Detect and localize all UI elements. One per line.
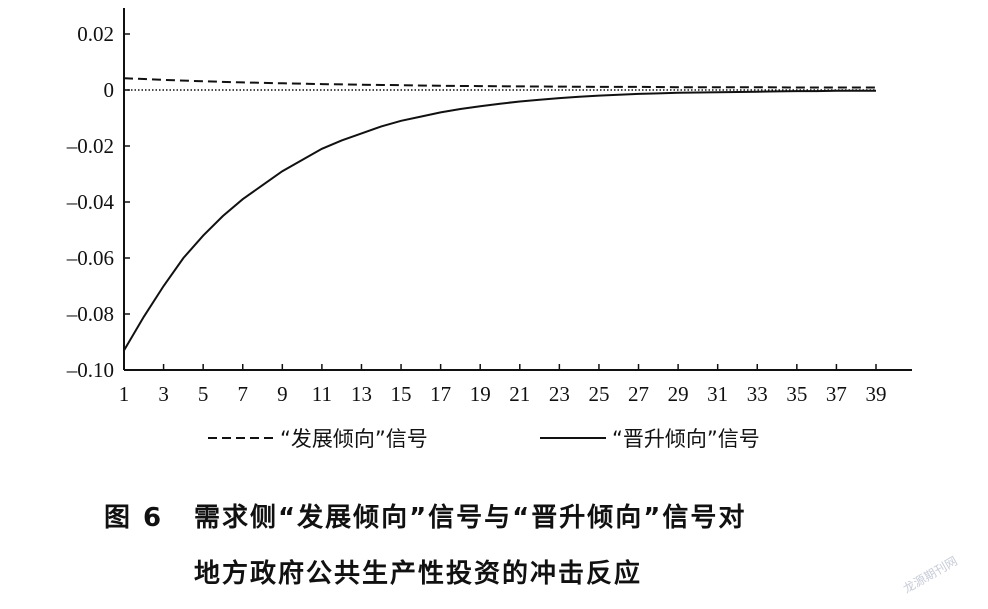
x-tick-label: 11 [312,382,332,406]
legend: “发展倾向”信号 “晋升倾向”信号 [208,427,760,451]
x-tick-label: 9 [277,382,288,406]
development-signal-line [123,77,876,89]
x-tick-label: 21 [509,382,530,406]
figure-number: 图 6 [104,503,164,533]
x-tick-label: 15 [391,382,412,406]
x-tick-label: 19 [470,382,491,406]
x-tick-label: 39 [866,382,887,406]
axes: 0.020–0.02–0.04–0.06–0.08–0.101 3 5 7 9 11 13 1… [66,8,912,406]
x-tick-label: 35 [786,382,807,406]
watermark: 龙源期刊网 [900,553,960,596]
figure-title-line1: 需求侧“发展倾向”信号与“晋升倾向”信号对 [194,503,747,533]
x-tick-label: 31 [707,382,728,406]
x-tick-label: 25 [588,382,609,406]
figure-title-line2: 地方政府公共生产性投资的冲击反应 [194,559,643,589]
x-tick-label: 17 [430,382,451,406]
legend-label-1: “发展倾向”信号 [280,427,428,451]
x-tick-label: 23 [549,382,570,406]
impulse-response-chart: 0.020–0.02–0.04–0.06–0.08–0.101 3 5 7 9 11 13 1… [66,8,912,451]
y-tick-label: –0.02 [66,134,114,158]
y-tick-label: –0.10 [66,358,114,382]
x-tick-label: 3 [158,382,169,406]
promotion-signal-line [123,89,876,351]
x-tick-label: 13 [351,382,372,406]
y-tick-label: –0.06 [66,246,114,270]
series-layer [123,77,876,351]
legend-label-2: “晋升倾向”信号 [612,427,760,451]
x-tick-label: 7 [237,382,248,406]
x-tick-label: 5 [198,382,209,406]
x-tick-label: 33 [747,382,768,406]
x-tick-label: 1 [119,382,130,406]
x-tick-label: 29 [668,382,689,406]
x-tick-label: 37 [826,382,847,406]
x-tick-label: 27 [628,382,649,406]
y-tick-label: –0.04 [66,190,115,214]
y-tick-label: –0.08 [66,302,114,326]
y-tick-label: 0.02 [77,22,114,46]
y-tick-label: 0 [104,78,115,102]
